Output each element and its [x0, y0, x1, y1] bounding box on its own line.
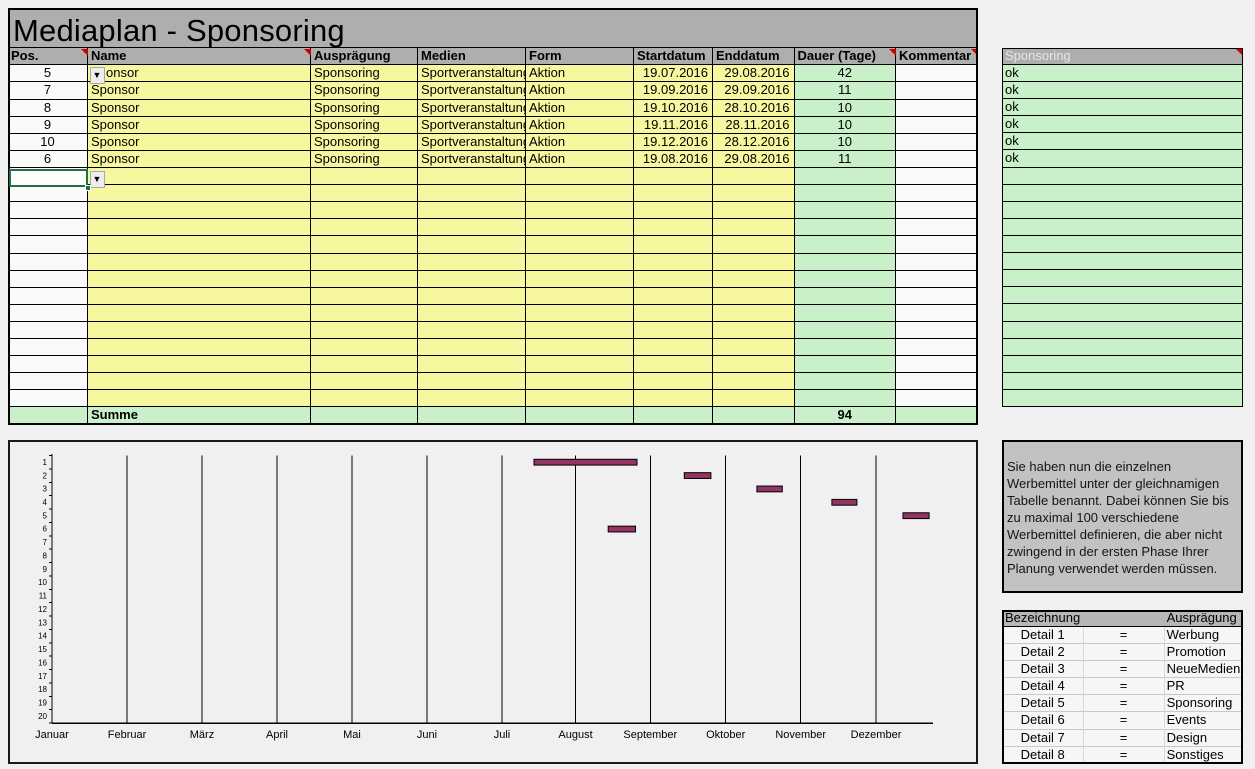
svg-text:15: 15	[38, 645, 47, 654]
svg-text:17: 17	[38, 672, 47, 681]
svg-text:11: 11	[39, 592, 48, 601]
svg-text:Februar: Februar	[108, 729, 147, 741]
svg-text:4: 4	[43, 498, 48, 507]
svg-text:16: 16	[38, 658, 47, 667]
svg-text:März: März	[190, 729, 214, 741]
svg-text:April: April	[266, 729, 288, 741]
svg-text:1: 1	[43, 458, 48, 467]
svg-text:September: September	[623, 729, 677, 741]
svg-text:7: 7	[43, 538, 48, 547]
svg-text:20: 20	[38, 712, 47, 721]
svg-text:Oktober: Oktober	[706, 729, 745, 741]
svg-text:2: 2	[43, 471, 48, 480]
svg-text:November: November	[775, 729, 826, 741]
svg-text:18: 18	[38, 685, 47, 694]
svg-text:10: 10	[38, 578, 47, 587]
svg-text:14: 14	[38, 632, 47, 641]
svg-text:Juli: Juli	[494, 729, 511, 741]
svg-text:9: 9	[43, 565, 48, 574]
svg-text:5: 5	[43, 511, 48, 520]
svg-text:Mai: Mai	[343, 729, 361, 741]
svg-text:3: 3	[43, 485, 48, 494]
svg-text:Dezember: Dezember	[851, 729, 902, 741]
svg-text:6: 6	[43, 525, 48, 534]
svg-text:August: August	[558, 729, 592, 741]
svg-text:12: 12	[38, 605, 47, 614]
svg-text:Juni: Juni	[417, 729, 437, 741]
svg-text:13: 13	[38, 618, 47, 627]
svg-text:8: 8	[43, 551, 48, 560]
svg-text:19: 19	[38, 699, 47, 708]
svg-text:Januar: Januar	[35, 729, 69, 741]
